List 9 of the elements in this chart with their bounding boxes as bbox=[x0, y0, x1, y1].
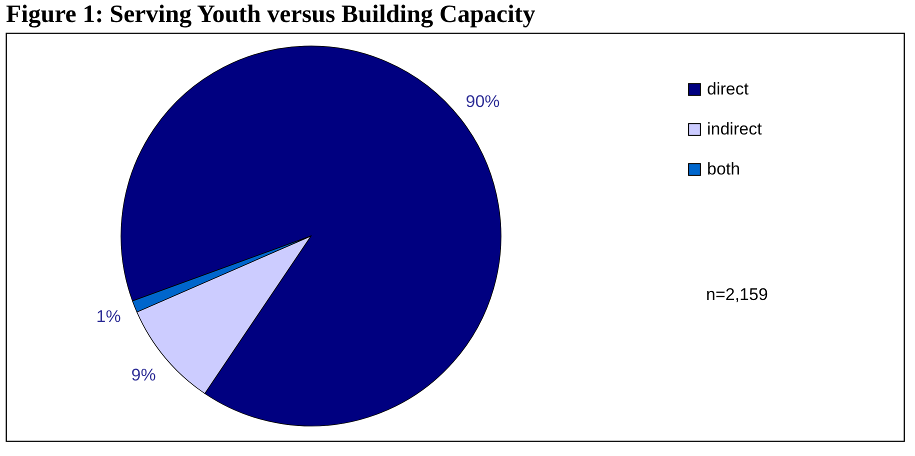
legend-label: both bbox=[707, 160, 740, 178]
legend-label: indirect bbox=[707, 120, 762, 138]
data-label: 9% bbox=[131, 366, 156, 385]
legend-label: direct bbox=[707, 80, 749, 98]
chart-title: Figure 1: Serving Youth versus Building Capacity bbox=[6, 1, 536, 28]
data-label: 1% bbox=[96, 306, 121, 326]
data-label: 90% bbox=[466, 92, 500, 111]
text: n=2,159 bbox=[706, 285, 768, 304]
pie-slice bbox=[120, 46, 502, 426]
